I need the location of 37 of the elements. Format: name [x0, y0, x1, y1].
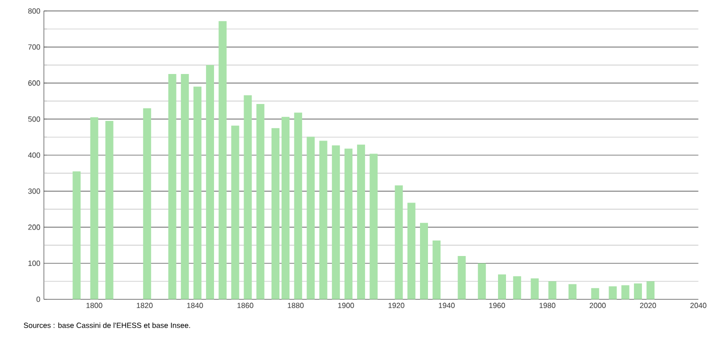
bar — [621, 285, 630, 300]
bar — [432, 240, 441, 300]
bar — [180, 74, 189, 300]
bar — [357, 144, 366, 300]
bar — [256, 104, 264, 300]
bar — [294, 112, 302, 300]
bar — [231, 125, 240, 300]
bar — [513, 276, 522, 300]
bar — [591, 288, 600, 300]
bar — [105, 120, 114, 300]
bar — [206, 64, 214, 300]
bar — [478, 263, 486, 300]
bar — [332, 145, 340, 300]
bar — [370, 154, 378, 300]
bar — [407, 202, 416, 300]
bar — [458, 256, 466, 300]
bar — [634, 283, 642, 300]
bar — [420, 222, 428, 300]
bar — [143, 108, 152, 300]
bar — [319, 140, 328, 300]
bar — [608, 286, 617, 300]
bar — [193, 86, 202, 300]
bar — [244, 95, 252, 300]
bar — [548, 281, 556, 300]
bar — [72, 171, 81, 300]
bar — [646, 281, 655, 300]
bar — [568, 284, 576, 300]
bar — [168, 74, 176, 300]
bar — [90, 117, 98, 300]
bar — [394, 185, 403, 300]
bar — [344, 148, 352, 300]
bar — [282, 116, 290, 300]
bar — [498, 274, 506, 300]
bar — [218, 20, 227, 300]
bar — [530, 278, 539, 300]
bar — [306, 136, 315, 300]
bar — [271, 128, 280, 300]
